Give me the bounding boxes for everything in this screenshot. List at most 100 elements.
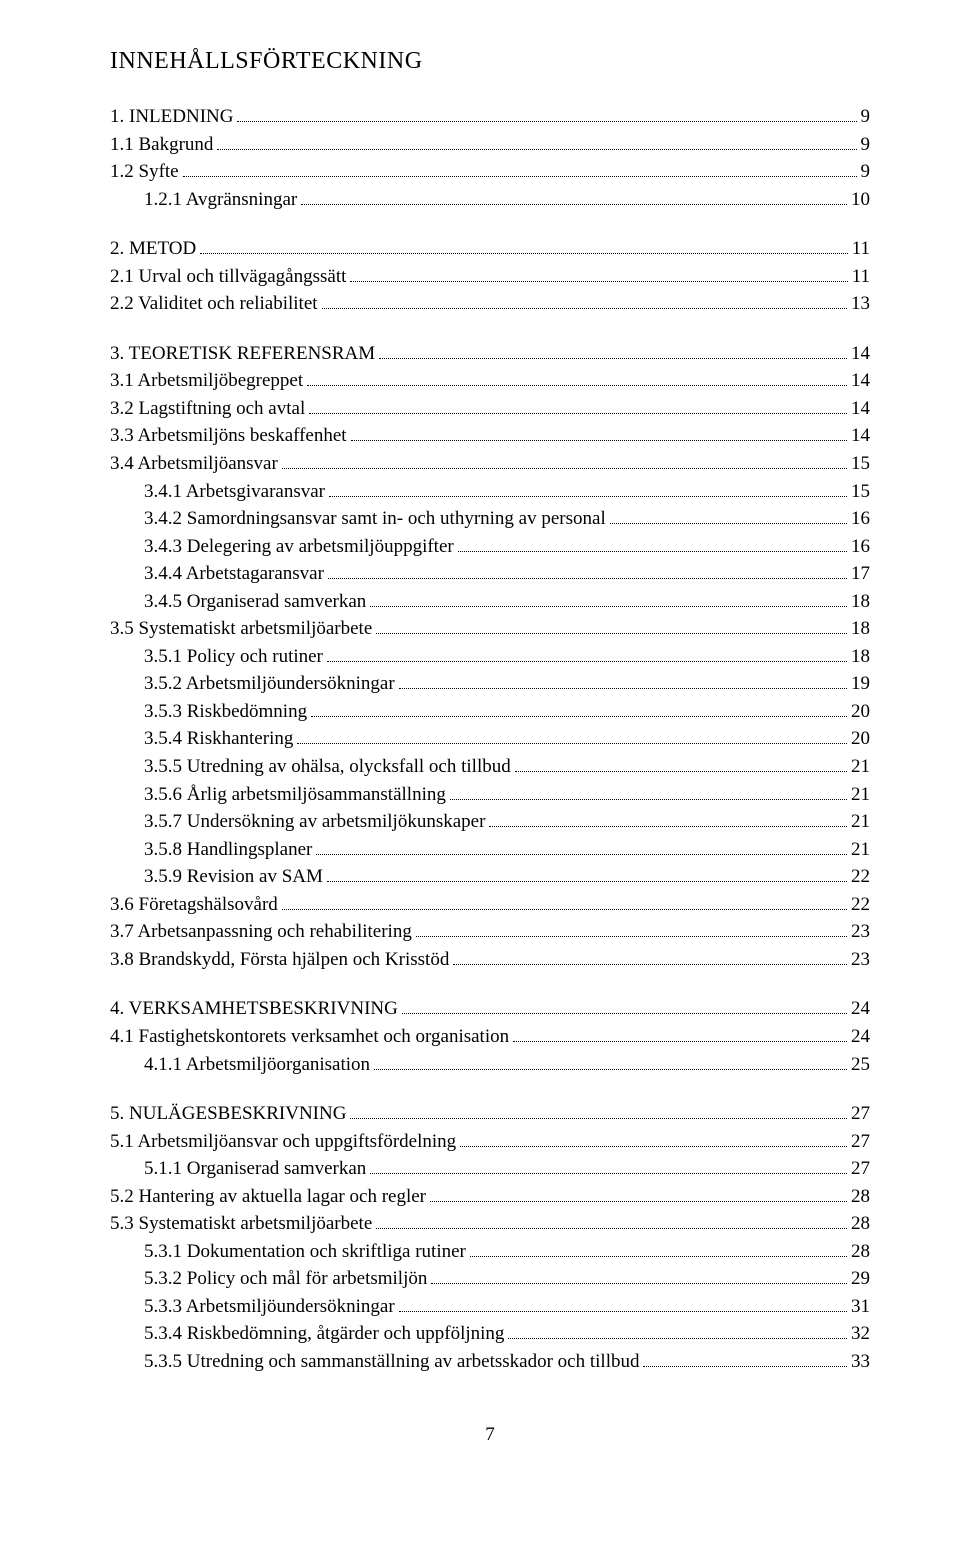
toc-entry: 3.7 Arbetsanpassning och rehabilitering 2… <box>110 918 870 946</box>
toc-entry: 5.3 Systematiskt arbetsmiljöarbete 28 <box>110 1210 870 1238</box>
toc-leader-dots <box>351 440 847 441</box>
toc-entry-page: 21 <box>851 836 870 864</box>
toc-section: 1. INLEDNING91.1 Bakgrund91.2 Syfte91.2.… <box>110 103 870 213</box>
toc-entry-label: 3.7 Arbetsanpassning och rehabilitering <box>110 918 412 946</box>
toc-entry-label: 1.2 Syfte <box>110 158 179 186</box>
toc-entry: 5.1.1 Organiserad samverkan 27 <box>110 1155 870 1183</box>
toc-entry: 5.3.2 Policy och mål för arbetsmiljön29 <box>110 1265 870 1293</box>
toc-leader-dots <box>327 661 847 662</box>
toc-entry: 5.2 Hantering av aktuella lagar och regl… <box>110 1183 870 1211</box>
toc-entry-page: 27 <box>851 1128 870 1156</box>
toc-entry-page: 16 <box>851 533 870 561</box>
toc-entry-label: 3.2 Lagstiftning och avtal <box>110 395 305 423</box>
toc-entry: 3.5.6 Årlig arbetsmiljösammanställning 21 <box>110 781 870 809</box>
toc-entry-label: 5.3.5 Utredning och sammanställning av a… <box>144 1348 639 1376</box>
toc-leader-dots <box>370 606 847 607</box>
toc-entry: 3.5.5 Utredning av ohälsa, olycksfall oc… <box>110 753 870 781</box>
toc-entry-page: 14 <box>851 367 870 395</box>
toc-entry: 3.1 Arbetsmiljöbegreppet 14 <box>110 367 870 395</box>
toc-leader-dots <box>402 1013 847 1014</box>
toc-entry-label: 3.1 Arbetsmiljöbegreppet <box>110 367 303 395</box>
toc-section: 3. TEORETISK REFERENSRAM143.1 Arbetsmilj… <box>110 340 870 974</box>
toc-entry: 3.8 Brandskydd, Första hjälpen och Kriss… <box>110 946 870 974</box>
toc-entry-label: 4.1.1 Arbetsmiljöorganisation <box>144 1051 370 1079</box>
toc-entry-page: 13 <box>851 290 870 318</box>
toc-entry: 3.6 Företagshälsovård 22 <box>110 891 870 919</box>
toc-entry: 3.5.9 Revision av SAM 22 <box>110 863 870 891</box>
toc-leader-dots <box>376 1228 847 1229</box>
toc-entry: 3.2 Lagstiftning och avtal14 <box>110 395 870 423</box>
toc-leader-dots <box>416 936 847 937</box>
toc-entry-page: 28 <box>851 1210 870 1238</box>
toc-entry: 3.4.2 Samordningsansvar samt in- och uth… <box>110 505 870 533</box>
toc-leader-dots <box>370 1173 847 1174</box>
toc-entry: 3.5.1 Policy och rutiner 18 <box>110 643 870 671</box>
toc-entry: 1. INLEDNING9 <box>110 103 870 131</box>
toc-entry-label: 5.1 Arbetsmiljöansvar och uppgiftsfördel… <box>110 1128 456 1156</box>
toc-entry: 3.5.4 Riskhantering20 <box>110 725 870 753</box>
toc-entry-label: 1.1 Bakgrund <box>110 131 213 159</box>
toc-leader-dots <box>508 1338 847 1339</box>
toc-entry-page: 21 <box>851 808 870 836</box>
toc-leader-dots <box>316 854 847 855</box>
toc-leader-dots <box>200 253 847 254</box>
toc-entry: 5.3.5 Utredning och sammanställning av a… <box>110 1348 870 1376</box>
toc-entry-label: 5.3.1 Dokumentation och skriftliga rutin… <box>144 1238 466 1266</box>
toc-leader-dots <box>309 413 847 414</box>
toc-entry-page: 19 <box>851 670 870 698</box>
toc-entry-page: 23 <box>851 946 870 974</box>
toc-entry-label: 3.5.9 Revision av SAM <box>144 863 323 891</box>
toc-entry-page: 18 <box>851 643 870 671</box>
toc-entry: 4.1 Fastighetskontorets verksamhet och o… <box>110 1023 870 1051</box>
toc-entry: 3.4.3 Delegering av arbetsmiljöuppgifter… <box>110 533 870 561</box>
toc-section: 5. NULÄGESBESKRIVNING275.1 Arbetsmiljöan… <box>110 1100 870 1375</box>
toc-entry-label: 5.3 Systematiskt arbetsmiljöarbete <box>110 1210 372 1238</box>
toc-root: 1. INLEDNING91.1 Bakgrund91.2 Syfte91.2.… <box>110 103 870 1376</box>
toc-entry-page: 22 <box>851 891 870 919</box>
toc-entry-label: 3.4.4 Arbetstagaransvar <box>144 560 324 588</box>
toc-entry-label: 5.1.1 Organiserad samverkan <box>144 1155 366 1183</box>
toc-entry-page: 24 <box>851 995 870 1023</box>
toc-entry-page: 23 <box>851 918 870 946</box>
toc-leader-dots <box>329 496 847 497</box>
toc-entry-page: 15 <box>851 478 870 506</box>
toc-entry: 3.3 Arbetsmiljöns beskaffenhet14 <box>110 422 870 450</box>
toc-leader-dots <box>282 909 847 910</box>
toc-entry-page: 25 <box>851 1051 870 1079</box>
toc-entry-page: 27 <box>851 1155 870 1183</box>
toc-entry-page: 20 <box>851 725 870 753</box>
toc-entry-page: 18 <box>851 615 870 643</box>
toc-leader-dots <box>399 1311 847 1312</box>
toc-entry: 3. TEORETISK REFERENSRAM14 <box>110 340 870 368</box>
toc-entry-label: 3.5.1 Policy och rutiner <box>144 643 323 671</box>
toc-entry-label: 3.4.3 Delegering av arbetsmiljöuppgifter <box>144 533 454 561</box>
toc-entry-label: 3.5.6 Årlig arbetsmiljösammanställning <box>144 781 446 809</box>
toc-section: 2. METOD112.1 Urval och tillvägagångssät… <box>110 235 870 318</box>
toc-entry: 2.2 Validitet och reliabilitet13 <box>110 290 870 318</box>
toc-leader-dots <box>513 1041 847 1042</box>
toc-entry-label: 3.4.5 Organiserad samverkan <box>144 588 366 616</box>
toc-entry-label: 4.1 Fastighetskontorets verksamhet och o… <box>110 1023 509 1051</box>
toc-entry: 3.5.7 Undersökning av arbetsmiljökunskap… <box>110 808 870 836</box>
toc-leader-dots <box>643 1366 847 1367</box>
toc-entry-page: 21 <box>851 781 870 809</box>
toc-title: INNEHÅLLSFÖRTECKNING <box>110 48 870 75</box>
toc-entry: 2.1 Urval och tillvägagångssätt11 <box>110 263 870 291</box>
toc-entry: 5.3.4 Riskbedömning, åtgärder och uppföl… <box>110 1320 870 1348</box>
toc-entry-page: 22 <box>851 863 870 891</box>
toc-entry: 3.4.1 Arbetsgivaransvar15 <box>110 478 870 506</box>
toc-entry: 3.4 Arbetsmiljöansvar15 <box>110 450 870 478</box>
toc-entry-page: 33 <box>851 1348 870 1376</box>
toc-entry-page: 31 <box>851 1293 870 1321</box>
toc-leader-dots <box>450 799 847 800</box>
toc-entry-label: 3.6 Företagshälsovård <box>110 891 278 919</box>
toc-entry-label: 4. VERKSAMHETSBESKRIVNING <box>110 995 398 1023</box>
toc-entry-page: 29 <box>851 1265 870 1293</box>
toc-leader-dots <box>376 633 847 634</box>
toc-leader-dots <box>458 551 847 552</box>
toc-entry-page: 11 <box>852 263 870 291</box>
toc-entry: 5.1 Arbetsmiljöansvar och uppgiftsfördel… <box>110 1128 870 1156</box>
toc-leader-dots <box>301 204 847 205</box>
toc-entry-page: 14 <box>851 422 870 450</box>
toc-entry-page: 9 <box>861 131 871 159</box>
